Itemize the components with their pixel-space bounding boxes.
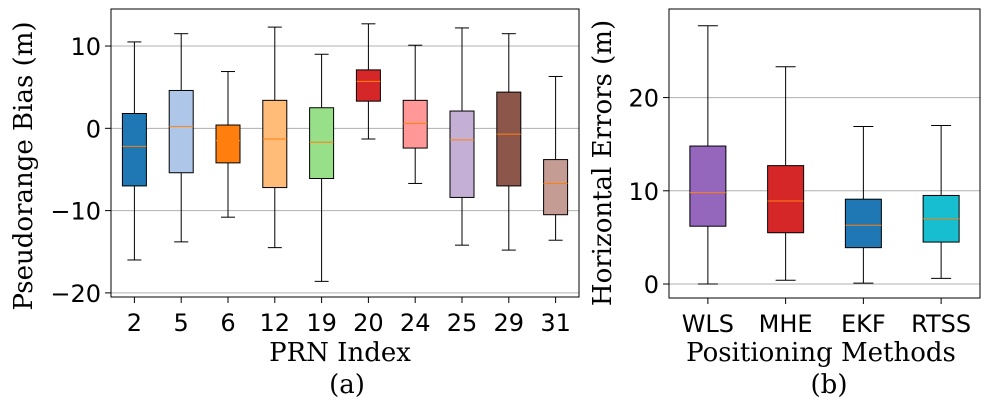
panel-a-box-25 bbox=[449, 27, 475, 246]
panel-a-box-24 bbox=[402, 44, 428, 184]
panel-a-box-2 bbox=[121, 41, 147, 261]
panel-b-x-tick-label: WLS bbox=[682, 310, 734, 338]
panel-a-box-20 bbox=[355, 23, 381, 140]
panel-b-y-tick-label: 0 bbox=[644, 271, 659, 299]
iqr-box bbox=[355, 69, 381, 102]
panel-a-y-tick-label: 10 bbox=[70, 33, 101, 61]
panel-b-y-tick-label: 10 bbox=[628, 178, 659, 206]
panel-b-x-tick-label: RTSS bbox=[911, 310, 971, 338]
panel-b-box-mhe bbox=[767, 66, 805, 281]
iqr-box bbox=[767, 165, 805, 234]
iqr-box bbox=[168, 89, 194, 174]
panel-a-axes-frame bbox=[110, 8, 580, 298]
panel-a-y-axis-label: Pseudorange Bias (m) bbox=[9, 21, 39, 310]
iqr-box bbox=[121, 113, 147, 187]
panel-b-axes-frame bbox=[668, 8, 981, 299]
panel-b-horizontal-errors: 0 10 20 WLS MHE EKF RTSS Horizontal Errors (m… bbox=[588, 8, 981, 400]
iqr-box bbox=[496, 91, 522, 187]
iqr-box bbox=[449, 110, 475, 198]
panel-a-caption: (a) bbox=[329, 370, 365, 400]
panel-b-x-tick-label: MHE bbox=[759, 310, 813, 338]
panel-a-box-29 bbox=[496, 33, 522, 251]
panel-b-caption: (b) bbox=[811, 370, 848, 400]
panel-a-x-tick-label: 5 bbox=[174, 309, 189, 337]
panel-a-x-tick-label: 2 bbox=[127, 309, 142, 337]
panel-a-y-tick-label: 0 bbox=[86, 115, 101, 143]
iqr-box bbox=[844, 198, 882, 249]
panel-a-x-tick-label: 31 bbox=[540, 309, 571, 337]
panel-a-x-tick-label: 20 bbox=[353, 309, 384, 337]
panel-a-box-12 bbox=[262, 26, 288, 249]
panel-b-y-axis-label: Horizontal Errors (m) bbox=[588, 20, 618, 306]
panel-a-x-tick-label: 6 bbox=[220, 309, 235, 337]
iqr-box bbox=[309, 107, 335, 180]
panel-a-y-tick-label: −20 bbox=[50, 280, 101, 308]
panel-a-x-tick-label: 25 bbox=[447, 309, 478, 337]
panel-a-box-6 bbox=[215, 71, 241, 218]
panel-b-y-tick-label: 20 bbox=[628, 85, 659, 113]
panel-a-x-tick-label: 24 bbox=[400, 309, 431, 337]
iqr-box bbox=[689, 145, 727, 227]
panel-b-x-tick-label: EKF bbox=[841, 310, 886, 338]
panel-a-box-19 bbox=[309, 53, 335, 282]
panel-a-x-tick-label: 12 bbox=[260, 309, 291, 337]
iqr-box bbox=[543, 159, 569, 216]
panel-b-box-rtss bbox=[922, 125, 960, 279]
panel-a-x-axis-label: PRN Index bbox=[269, 338, 411, 368]
iqr-box bbox=[215, 124, 241, 164]
iqr-box bbox=[402, 99, 428, 149]
panel-a-x-tick-label: 19 bbox=[306, 309, 337, 337]
panel-b-box-wls bbox=[689, 25, 727, 285]
panel-a-y-tick-label: −10 bbox=[50, 198, 101, 226]
panel-b-box-ekf bbox=[844, 125, 882, 284]
panel-a-x-tick-label: 29 bbox=[494, 309, 525, 337]
panel-b-x-axis-label: Positioning Methods bbox=[686, 338, 956, 368]
iqr-box bbox=[262, 99, 288, 189]
panel-a-box-31 bbox=[543, 75, 569, 241]
panel-a-box-5 bbox=[168, 33, 194, 243]
